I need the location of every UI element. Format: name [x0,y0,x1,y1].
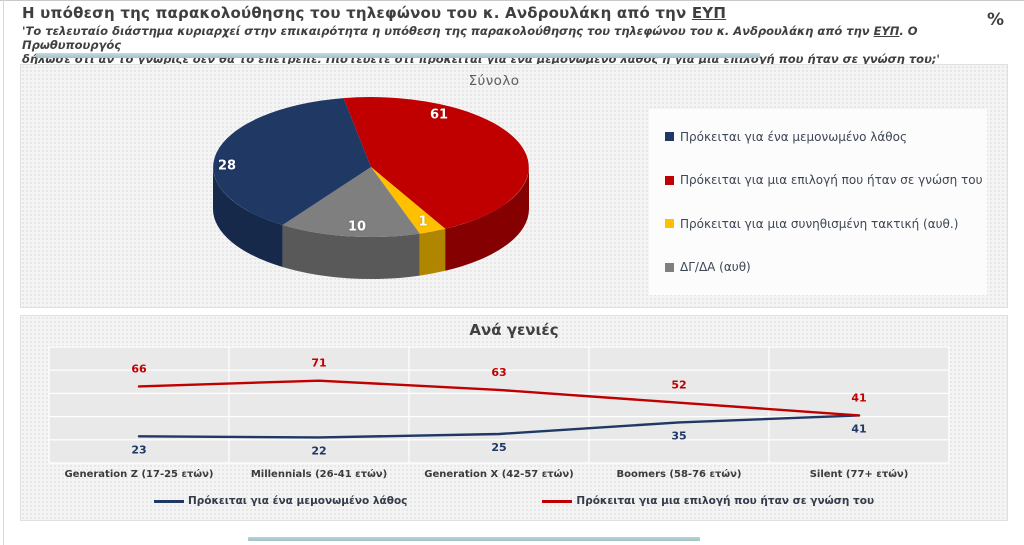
data-label: 71 [311,357,326,370]
series-line [137,379,861,417]
data-label: 25 [491,441,506,454]
pie-chart-panel: Σύνολο 61 28 10 1 Πρόκειται για ένα μεμο… [20,64,1008,308]
survey-question-line1-post: . Ο Πρωθυπουργός [22,24,918,52]
pie-slice-gray [282,167,420,238]
line-legend-item-red: Πρόκειται για μια επιλογή που ήταν σε γν… [542,495,874,507]
data-label: 63 [491,366,506,379]
pie-slice-red [343,97,529,229]
survey-question-line1: 'Το τελευταίο διάστημα κυριαρχεί στην επ… [22,24,982,52]
survey-question-line1-eyp: ΕΥΠ [873,24,900,38]
line-chart-panel: Ανά γενιές 23 22 25 35 41 66 71 63 52 41 Generatio… [20,315,1008,521]
legend-swatch-gray [665,262,674,272]
pie-value-gray: 10 [347,219,367,235]
page-title: Η υπόθεση της παρακολούθησης του τηλεφών… [22,4,726,22]
plot-area [49,347,949,463]
pie-chart [213,97,529,280]
line-legend: Πρόκειται για ένα μεμονωμένο λάθος Πρόκε… [21,495,1007,507]
data-label: 66 [131,362,147,375]
data-label: 52 [671,379,686,392]
percent-unit-label: % [986,10,1004,30]
line-legend-label-blue: Πρόκειται για ένα μεμονωμένο λάθος [187,495,408,507]
x-axis-label: Silent (77+ ετών) [810,468,909,480]
line-legend-swatch-blue [153,499,184,503]
pie-value-blue: 28 [217,158,237,174]
legend-swatch-yellow [665,219,674,229]
teal-footer-bar [248,537,700,541]
legend-item-gray: ΔΓ/ΔΑ (αυθ) [665,260,987,274]
legend-label-blue: Πρόκειται για ένα μεμονωμένο λάθος [680,129,907,144]
legend-label-gray: ΔΓ/ΔΑ (αυθ) [680,260,751,275]
data-label: 22 [311,444,326,457]
x-axis-label: Generation X (42-57 ετών) [424,468,574,480]
pie-value-yellow: 1 [418,214,428,230]
page-title-text: Η υπόθεση της παρακολούθησης του τηλεφών… [22,4,692,22]
line-legend-swatch-red [542,499,573,503]
data-label: 35 [671,429,686,442]
line-chart-title: Ανά γενιές [469,321,559,339]
teal-underline-bar [36,53,760,58]
line-chart: 23 22 25 35 41 66 71 63 52 41 Generation Z (17-25 … [48,346,950,480]
survey-question: 'Το τελευταίο διάστημα κυριαρχεί στην επ… [22,24,982,66]
pie-side-blue [213,167,283,267]
x-axis-label: Boomers (58-76 ετών) [617,468,742,480]
line-legend-label-red: Πρόκειται για μια επιλογή που ήταν σε γν… [576,495,875,507]
pie-legend: Πρόκειται για ένα μεμονωμένο λάθος Πρόκε… [649,109,987,295]
legend-label-yellow: Πρόκειται για μια συνηθισμένη τακτική (α… [680,216,959,231]
pie-value-red: 61 [429,107,449,123]
legend-swatch-red [665,175,674,185]
x-axis-label: Generation Z (17-25 ετών) [64,468,213,480]
x-axis-label: Millennials (26-41 ετών) [251,468,387,480]
pie-slice-yellow [371,167,446,234]
data-label: 41 [851,422,866,435]
legend-item-yellow: Πρόκειται για μια συνηθισμένη τακτική (α… [665,217,987,231]
pie-side-gray [282,225,420,280]
page-title-underlined: ΕΥΠ [691,4,727,22]
legend-swatch-blue [665,132,674,142]
legend-label-red: Πρόκειται για μια επιλογή που ήταν σε γν… [680,173,983,188]
series-line [137,414,861,439]
pie-chart-title: Σύνολο [468,73,520,89]
pie-side-red [445,167,529,271]
line-legend-item-blue: Πρόκειται για ένα μεμονωμένο λάθος [153,495,408,507]
legend-item-blue: Πρόκειται για ένα μεμονωμένο λάθος [665,130,987,144]
survey-question-line1-pre: 'Το τελευταίο διάστημα κυριαρχεί στην επ… [22,24,874,38]
pie-slice-blue [213,98,371,225]
legend-item-red: Πρόκειται για μια επιλογή που ήταν σε γν… [665,173,987,187]
pie-side-yellow [419,228,446,276]
data-label: 41 [851,391,866,404]
top-divider [0,0,1024,1]
data-label: 23 [131,443,146,456]
left-divider [3,0,4,545]
